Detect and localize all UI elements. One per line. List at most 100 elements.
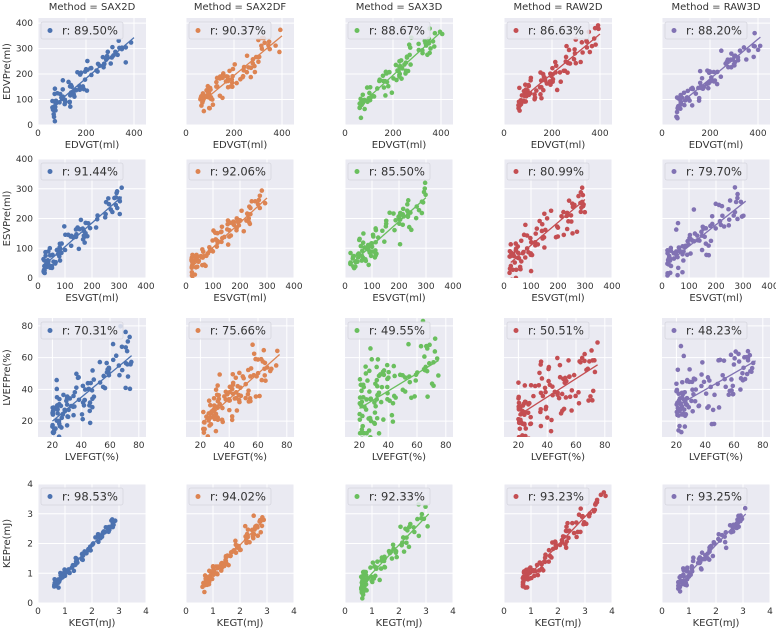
data-point	[189, 269, 195, 275]
x-tick-label: 200	[701, 129, 718, 139]
x-tick-label: 2	[713, 607, 719, 617]
data-point	[738, 387, 743, 392]
data-point	[105, 49, 111, 55]
data-point	[383, 224, 389, 229]
data-point	[123, 345, 129, 350]
data-point	[535, 572, 541, 578]
legend-box	[347, 321, 431, 340]
data-point	[507, 270, 512, 276]
data-point	[393, 218, 398, 223]
data-point	[542, 385, 548, 391]
data-point	[376, 390, 382, 396]
data-point	[88, 380, 94, 386]
data-point	[108, 207, 114, 212]
x-axis-label: EDVGT(ml)	[213, 140, 268, 151]
x-tick-label: 2	[396, 607, 402, 617]
data-point	[244, 53, 250, 59]
legend: r: 75.66%	[188, 321, 272, 340]
data-point	[593, 502, 598, 507]
data-point	[100, 384, 106, 390]
data-point	[696, 95, 702, 101]
data-point	[376, 373, 382, 379]
legend: r: 70.31%	[40, 321, 124, 340]
x-axis-label: LVEFGT(%)	[372, 452, 426, 463]
data-point	[559, 391, 565, 397]
panel-r4-c4: r: 93.23% 0 1 2 3 4 KEGT(mJ)	[501, 483, 615, 629]
data-point	[366, 428, 372, 433]
data-point	[257, 393, 262, 399]
data-point	[194, 254, 200, 259]
data-point	[123, 60, 129, 65]
data-point	[403, 526, 408, 532]
data-point	[225, 242, 231, 247]
data-point	[80, 416, 86, 422]
x-tick-label: 0	[342, 129, 348, 139]
data-point	[513, 275, 519, 278]
data-point	[249, 199, 254, 204]
x-tick-label: 300	[258, 282, 275, 292]
method-title-2: Method = SAX2DF	[194, 2, 287, 13]
data-point	[65, 414, 71, 420]
data-point	[361, 586, 367, 592]
data-point	[206, 581, 212, 587]
data-point	[755, 47, 761, 53]
data-point	[736, 524, 742, 530]
x-tick-label: 4	[450, 607, 456, 617]
data-point	[102, 215, 108, 220]
data-point	[426, 361, 432, 366]
x-axis-label: ESVGT(ml)	[689, 293, 742, 304]
data-point	[393, 550, 399, 555]
data-point	[408, 62, 413, 67]
data-point	[571, 56, 577, 62]
legend-box	[347, 162, 431, 181]
data-point	[665, 273, 670, 278]
data-point	[373, 381, 378, 387]
data-point	[718, 74, 724, 80]
x-tick-label: 100	[363, 282, 380, 292]
data-point	[209, 576, 215, 582]
data-point	[413, 215, 419, 221]
data-point	[530, 439, 535, 444]
x-tick-label: 3	[582, 607, 588, 617]
data-point	[72, 389, 78, 395]
legend-marker	[671, 28, 677, 33]
data-point	[578, 506, 584, 511]
data-point	[374, 377, 380, 383]
data-point	[380, 73, 386, 79]
panel-r2-c2: r: 92.06% 0 100 200 300 400 ESVGT(ml)	[183, 158, 303, 304]
legend-r-label: r: 91.44%	[62, 165, 118, 179]
data-point	[545, 415, 550, 420]
data-point	[124, 348, 130, 354]
data-point	[598, 492, 604, 498]
data-point	[202, 589, 207, 595]
data-point	[383, 93, 388, 98]
data-point	[214, 392, 220, 398]
data-point	[119, 46, 125, 52]
data-point	[687, 232, 693, 238]
data-point	[684, 565, 690, 570]
points-group	[200, 513, 267, 595]
x-tick-label: 60	[728, 441, 740, 451]
panel-r2-c5: r: 79.70% 0 100 200 300 400 ESVGT(ml)	[659, 158, 776, 304]
data-point	[676, 407, 681, 413]
data-point	[565, 520, 570, 526]
data-point	[373, 253, 379, 258]
data-point	[570, 231, 575, 236]
data-point	[555, 355, 560, 361]
data-point	[742, 505, 748, 511]
data-point	[384, 362, 390, 368]
data-point	[516, 103, 521, 108]
panel-r2-c4: r: 80.99% 0 100 200 300 400 ESVGT(ml)	[501, 158, 621, 304]
legend-r-label: r: 98.53%	[62, 490, 118, 504]
data-point	[225, 391, 230, 397]
data-point	[201, 108, 207, 114]
y-tick-label: 400	[16, 19, 33, 29]
data-point	[400, 373, 405, 378]
legend: r: 50.51%	[506, 321, 590, 340]
data-point	[71, 393, 76, 399]
data-point	[46, 249, 51, 254]
panel-r2-c3: r: 85.50% 0 100 200 300 400 ESVGT(ml)	[342, 158, 462, 304]
data-point	[73, 87, 79, 93]
data-point	[589, 43, 595, 49]
data-point	[244, 69, 250, 75]
